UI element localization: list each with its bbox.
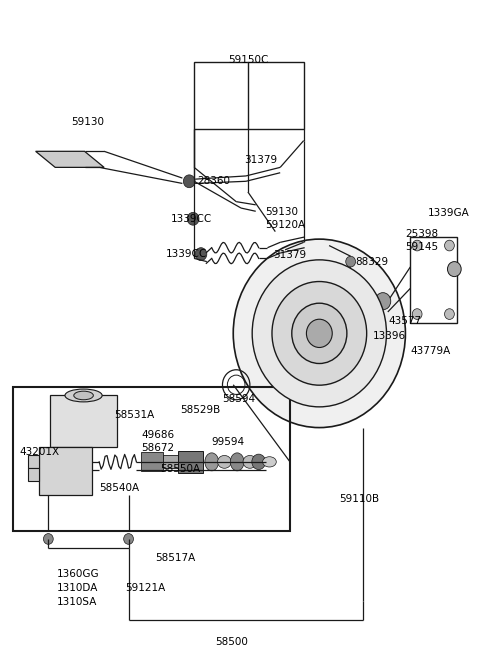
Text: 28360: 28360 [197, 176, 230, 186]
Text: 59145: 59145 [406, 242, 439, 253]
Bar [163, 455, 179, 468]
Circle shape [444, 240, 455, 251]
Circle shape [412, 240, 422, 251]
Circle shape [183, 175, 195, 188]
Circle shape [444, 309, 455, 319]
Text: 1339CC: 1339CC [170, 214, 212, 224]
Circle shape [187, 213, 199, 225]
Circle shape [272, 281, 367, 385]
Bar [410, 237, 457, 323]
Text: 43577: 43577 [389, 316, 422, 326]
Ellipse shape [205, 453, 218, 471]
Circle shape [306, 319, 332, 348]
Ellipse shape [74, 391, 93, 400]
Bar [28, 455, 38, 468]
Bar [141, 452, 163, 472]
Circle shape [375, 293, 391, 310]
Text: 58500: 58500 [215, 638, 248, 647]
Circle shape [447, 262, 461, 277]
Circle shape [44, 533, 53, 544]
Circle shape [292, 303, 347, 363]
Text: 99594: 99594 [212, 438, 245, 447]
Text: 58672: 58672 [141, 443, 174, 453]
Text: 25398: 25398 [406, 230, 439, 239]
Ellipse shape [217, 455, 231, 468]
Text: 58531A: 58531A [114, 411, 154, 420]
Text: 49686: 49686 [141, 430, 174, 440]
Ellipse shape [65, 389, 102, 402]
Text: 1360GG: 1360GG [57, 569, 100, 579]
Circle shape [195, 248, 207, 260]
Text: 58540A: 58540A [99, 483, 139, 493]
Text: 31379: 31379 [244, 155, 277, 165]
Text: 58517A: 58517A [155, 553, 195, 563]
Bar [50, 396, 117, 447]
Text: 1310DA: 1310DA [57, 583, 98, 593]
Circle shape [233, 239, 406, 428]
Text: 58529B: 58529B [180, 405, 221, 415]
Circle shape [346, 256, 356, 267]
Circle shape [412, 309, 422, 319]
Circle shape [252, 260, 386, 407]
Text: 1339GA: 1339GA [428, 208, 469, 218]
Text: 31379: 31379 [273, 250, 306, 260]
Text: 58594: 58594 [222, 394, 256, 404]
Text: 43201X: 43201X [19, 447, 59, 457]
Polygon shape [36, 152, 104, 167]
Text: 59110B: 59110B [339, 494, 379, 504]
Ellipse shape [243, 455, 257, 468]
Text: 59120A: 59120A [265, 220, 306, 230]
Text: 58550A: 58550A [160, 464, 200, 474]
Bar [179, 451, 203, 472]
Bar [13, 387, 290, 531]
Bar [194, 62, 304, 129]
Text: 43779A: 43779A [410, 346, 451, 356]
Bar [38, 447, 92, 495]
Ellipse shape [230, 453, 244, 471]
Text: 59150C: 59150C [228, 55, 268, 65]
Text: 88329: 88329 [356, 256, 389, 266]
Text: 59130: 59130 [71, 117, 104, 127]
Bar [28, 468, 38, 481]
Ellipse shape [263, 457, 276, 467]
Text: 59130: 59130 [265, 207, 299, 217]
Ellipse shape [252, 454, 265, 470]
Text: 1339CC: 1339CC [166, 249, 207, 259]
Text: 1310SA: 1310SA [57, 597, 97, 607]
Text: 59121A: 59121A [126, 583, 166, 593]
Text: 13396: 13396 [373, 331, 406, 341]
Circle shape [124, 533, 133, 544]
